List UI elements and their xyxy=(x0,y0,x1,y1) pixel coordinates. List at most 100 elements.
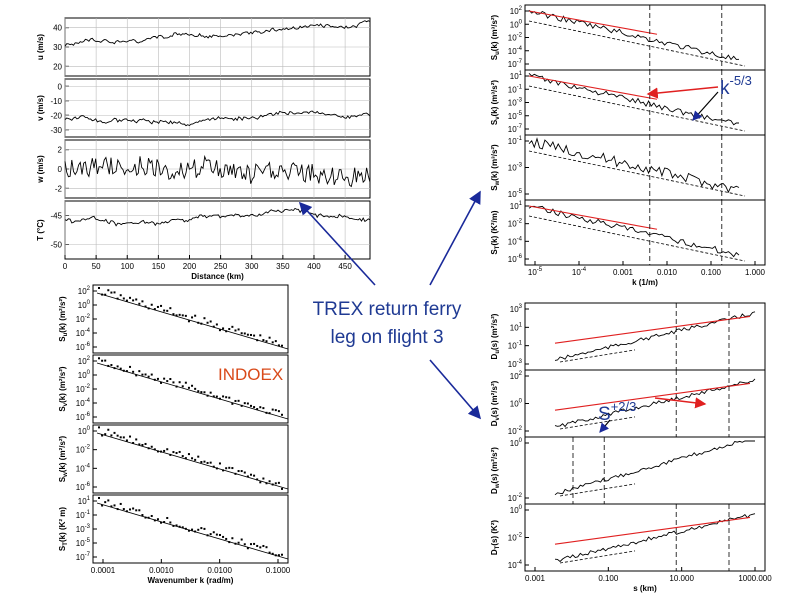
data-point xyxy=(181,526,184,529)
data-point xyxy=(138,302,141,305)
data-point xyxy=(166,309,169,312)
data-point xyxy=(259,546,262,549)
y-tick-label: 10-5 xyxy=(508,189,523,199)
fit-line xyxy=(96,432,289,490)
annotation-s-arrow-black xyxy=(599,419,611,433)
data-point xyxy=(113,291,116,294)
x-tick-label: 50 xyxy=(92,262,101,271)
trex_spectra-panel-4: 101 10-2 10-4 10-6 ST(k) (K²/m) xyxy=(490,199,766,266)
data-point xyxy=(129,365,132,368)
data-point xyxy=(153,448,156,451)
data-point xyxy=(110,434,113,437)
data-point xyxy=(135,438,138,441)
data-point xyxy=(231,467,234,470)
y-axis-label: Sw(k) (m²/s²) xyxy=(58,435,69,482)
y-tick-label: 10-1 xyxy=(508,341,523,351)
data-point xyxy=(175,524,178,527)
y-tick-label: 10-2 xyxy=(76,314,91,324)
data-point xyxy=(237,328,240,331)
arrow-to-trex-structure xyxy=(429,359,482,420)
y-tick-label: -2 xyxy=(55,184,63,193)
data-point xyxy=(160,304,163,307)
data-point xyxy=(119,436,122,439)
data-point xyxy=(256,478,259,481)
data-point xyxy=(240,470,243,473)
y-axis-label: ST(k) (K² m) xyxy=(58,507,69,551)
reference-slope-dashed xyxy=(528,85,746,132)
panel-frame xyxy=(92,424,289,494)
data-point xyxy=(206,461,209,464)
series-line xyxy=(64,207,371,227)
data-point xyxy=(218,329,221,332)
y-tick-label: 10-4 xyxy=(508,560,523,570)
y-axis-label: Du(s) (m²/s²) xyxy=(490,313,501,359)
data-point xyxy=(200,461,203,464)
data-point xyxy=(231,537,234,540)
data-point xyxy=(138,509,141,512)
data-point xyxy=(98,496,100,499)
data-point xyxy=(116,434,119,437)
data-point xyxy=(191,528,194,531)
red-fit-line xyxy=(528,205,658,230)
panel-frame xyxy=(524,199,766,266)
reference-slope-dashed xyxy=(528,150,746,197)
data-point xyxy=(209,320,212,323)
data-point xyxy=(101,359,104,362)
data-point xyxy=(104,293,107,296)
data-point xyxy=(187,320,190,323)
data-point xyxy=(200,527,203,530)
y-axis-label: Sw(k) (m³/s²) xyxy=(490,144,501,191)
data-point xyxy=(253,334,256,337)
x-tick-label: 0.001 xyxy=(613,268,634,277)
data-point xyxy=(246,402,249,405)
data-point xyxy=(212,325,215,328)
annotation-k-text: k-5/3 xyxy=(720,73,752,99)
panel-frame xyxy=(524,69,766,136)
data-point xyxy=(274,482,277,485)
indoex_spectra-panel-4: 101 10-1 10-3 10-5 10-7 ST(k) (K² m) xyxy=(58,494,289,564)
data-point xyxy=(107,289,110,292)
y-axis-label: Dw(s) (m²/s²) xyxy=(490,447,501,494)
data-point xyxy=(237,399,240,402)
data-point xyxy=(138,370,141,373)
reference-slope-dashed xyxy=(559,550,636,564)
y-tick-label: 10-4 xyxy=(76,398,91,408)
data-point xyxy=(271,552,274,555)
data-point xyxy=(178,525,181,528)
data-point xyxy=(209,461,212,464)
data-point xyxy=(212,465,215,468)
data-point xyxy=(169,521,172,524)
data-point xyxy=(119,502,122,505)
data-point xyxy=(138,443,141,446)
panel-frame xyxy=(92,354,289,424)
panel-frame xyxy=(524,436,766,505)
y-tick-label: 10-3 xyxy=(508,163,523,173)
timeseries-panel-4: -50 -45 T (°C) xyxy=(36,200,371,260)
data-point xyxy=(163,521,166,524)
y-tick-label: 10-4 xyxy=(508,46,523,56)
panel-frame xyxy=(92,284,289,354)
y-tick-label: 10-2 xyxy=(508,219,523,229)
data-point xyxy=(135,374,138,377)
data-point xyxy=(203,527,206,530)
panel-frame xyxy=(524,134,766,201)
data-point xyxy=(166,516,169,519)
data-point xyxy=(119,294,122,297)
data-point xyxy=(231,325,234,328)
data-point xyxy=(113,504,116,507)
data-point xyxy=(175,314,178,317)
spectrum-line xyxy=(528,137,740,194)
data-point xyxy=(184,314,187,317)
y-tick-label: 20 xyxy=(53,62,62,71)
data-point xyxy=(281,413,283,416)
data-point xyxy=(246,547,249,550)
y-tick-label: 101 xyxy=(510,322,523,332)
y-tick-label: 102 xyxy=(510,371,523,381)
data-point xyxy=(200,391,203,394)
data-point xyxy=(125,439,128,442)
data-point xyxy=(265,546,268,549)
timeseries-panel-3: -2 0 2 w (m/s) xyxy=(36,139,371,199)
x-tick-label: 0.0010 xyxy=(149,566,174,575)
y-axis-label: u (m/s) xyxy=(36,34,45,61)
y-tick-label: 10-3 xyxy=(508,98,523,108)
